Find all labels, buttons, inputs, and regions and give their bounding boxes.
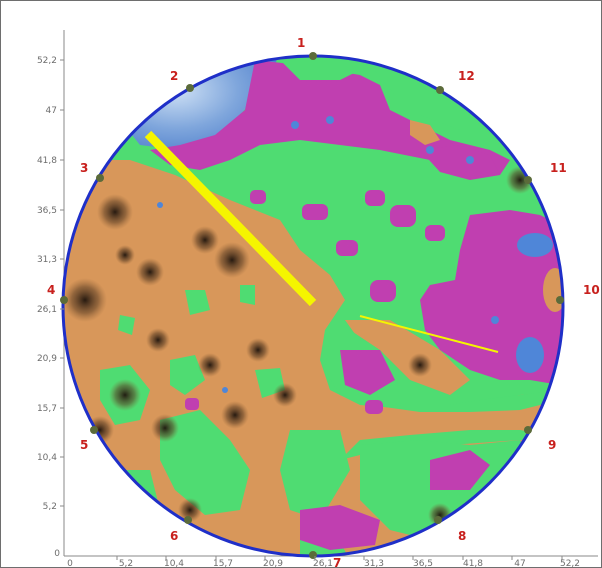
position-label: 4 [47,283,55,297]
position-labels: 1 2 3 4 5 6 7 8 9 10 11 12 [47,36,600,568]
position-label: 3 [80,161,88,175]
y-tick-label: 52,2 [37,56,57,66]
position-label: 6 [170,529,178,543]
position-label: 10 [583,283,600,297]
position-label: 1 [297,36,305,50]
x-tick-label: 20,9 [263,559,283,568]
y-tick-label: 36,5 [37,206,57,216]
position-label: 5 [80,438,88,452]
y-ticks: 52,2 47 41,8 36,5 31,3 26,1 20,9 15,7 10… [37,56,64,559]
x-tick-label: 15,7 [213,559,233,568]
x-tick-label: 0 [67,559,73,568]
x-tick-label: 36,5 [413,559,433,568]
y-tick-label: 31,3 [37,255,57,265]
y-tick-label: 41,8 [37,156,57,166]
scratch-line-thin [359,315,499,353]
position-markers [60,52,564,559]
y-tick-label: 15,7 [37,404,57,414]
position-label: 8 [458,529,466,543]
x-ticks: 0 5,2 10,4 15,7 20,9 26,1 31,3 36,5 41,8… [67,556,580,568]
y-tick-label: 20,9 [37,354,57,364]
x-tick-label: 10,4 [164,559,184,568]
scratch-line-thick [144,130,317,307]
x-tick-label: 31,3 [364,559,384,568]
position-label: 11 [550,161,567,175]
position-label: 9 [548,438,556,452]
x-tick-label: 5,2 [119,559,133,568]
x-tick-label: 47 [514,559,525,568]
x-tick-label: 41,8 [463,559,483,568]
y-tick-label: 10,4 [37,453,57,463]
position-label: 2 [170,69,178,83]
x-tick-label: 52,2 [560,559,580,568]
position-label: 12 [458,69,475,83]
y-tick-label: 47 [46,106,57,116]
y-tick-label: 5,2 [43,502,57,512]
x-tick-label: 26,1 [313,559,333,568]
y-tick-label: 0 [54,549,60,559]
y-tick-label: 26,1 [37,305,57,315]
position-label: 7 [333,556,341,568]
